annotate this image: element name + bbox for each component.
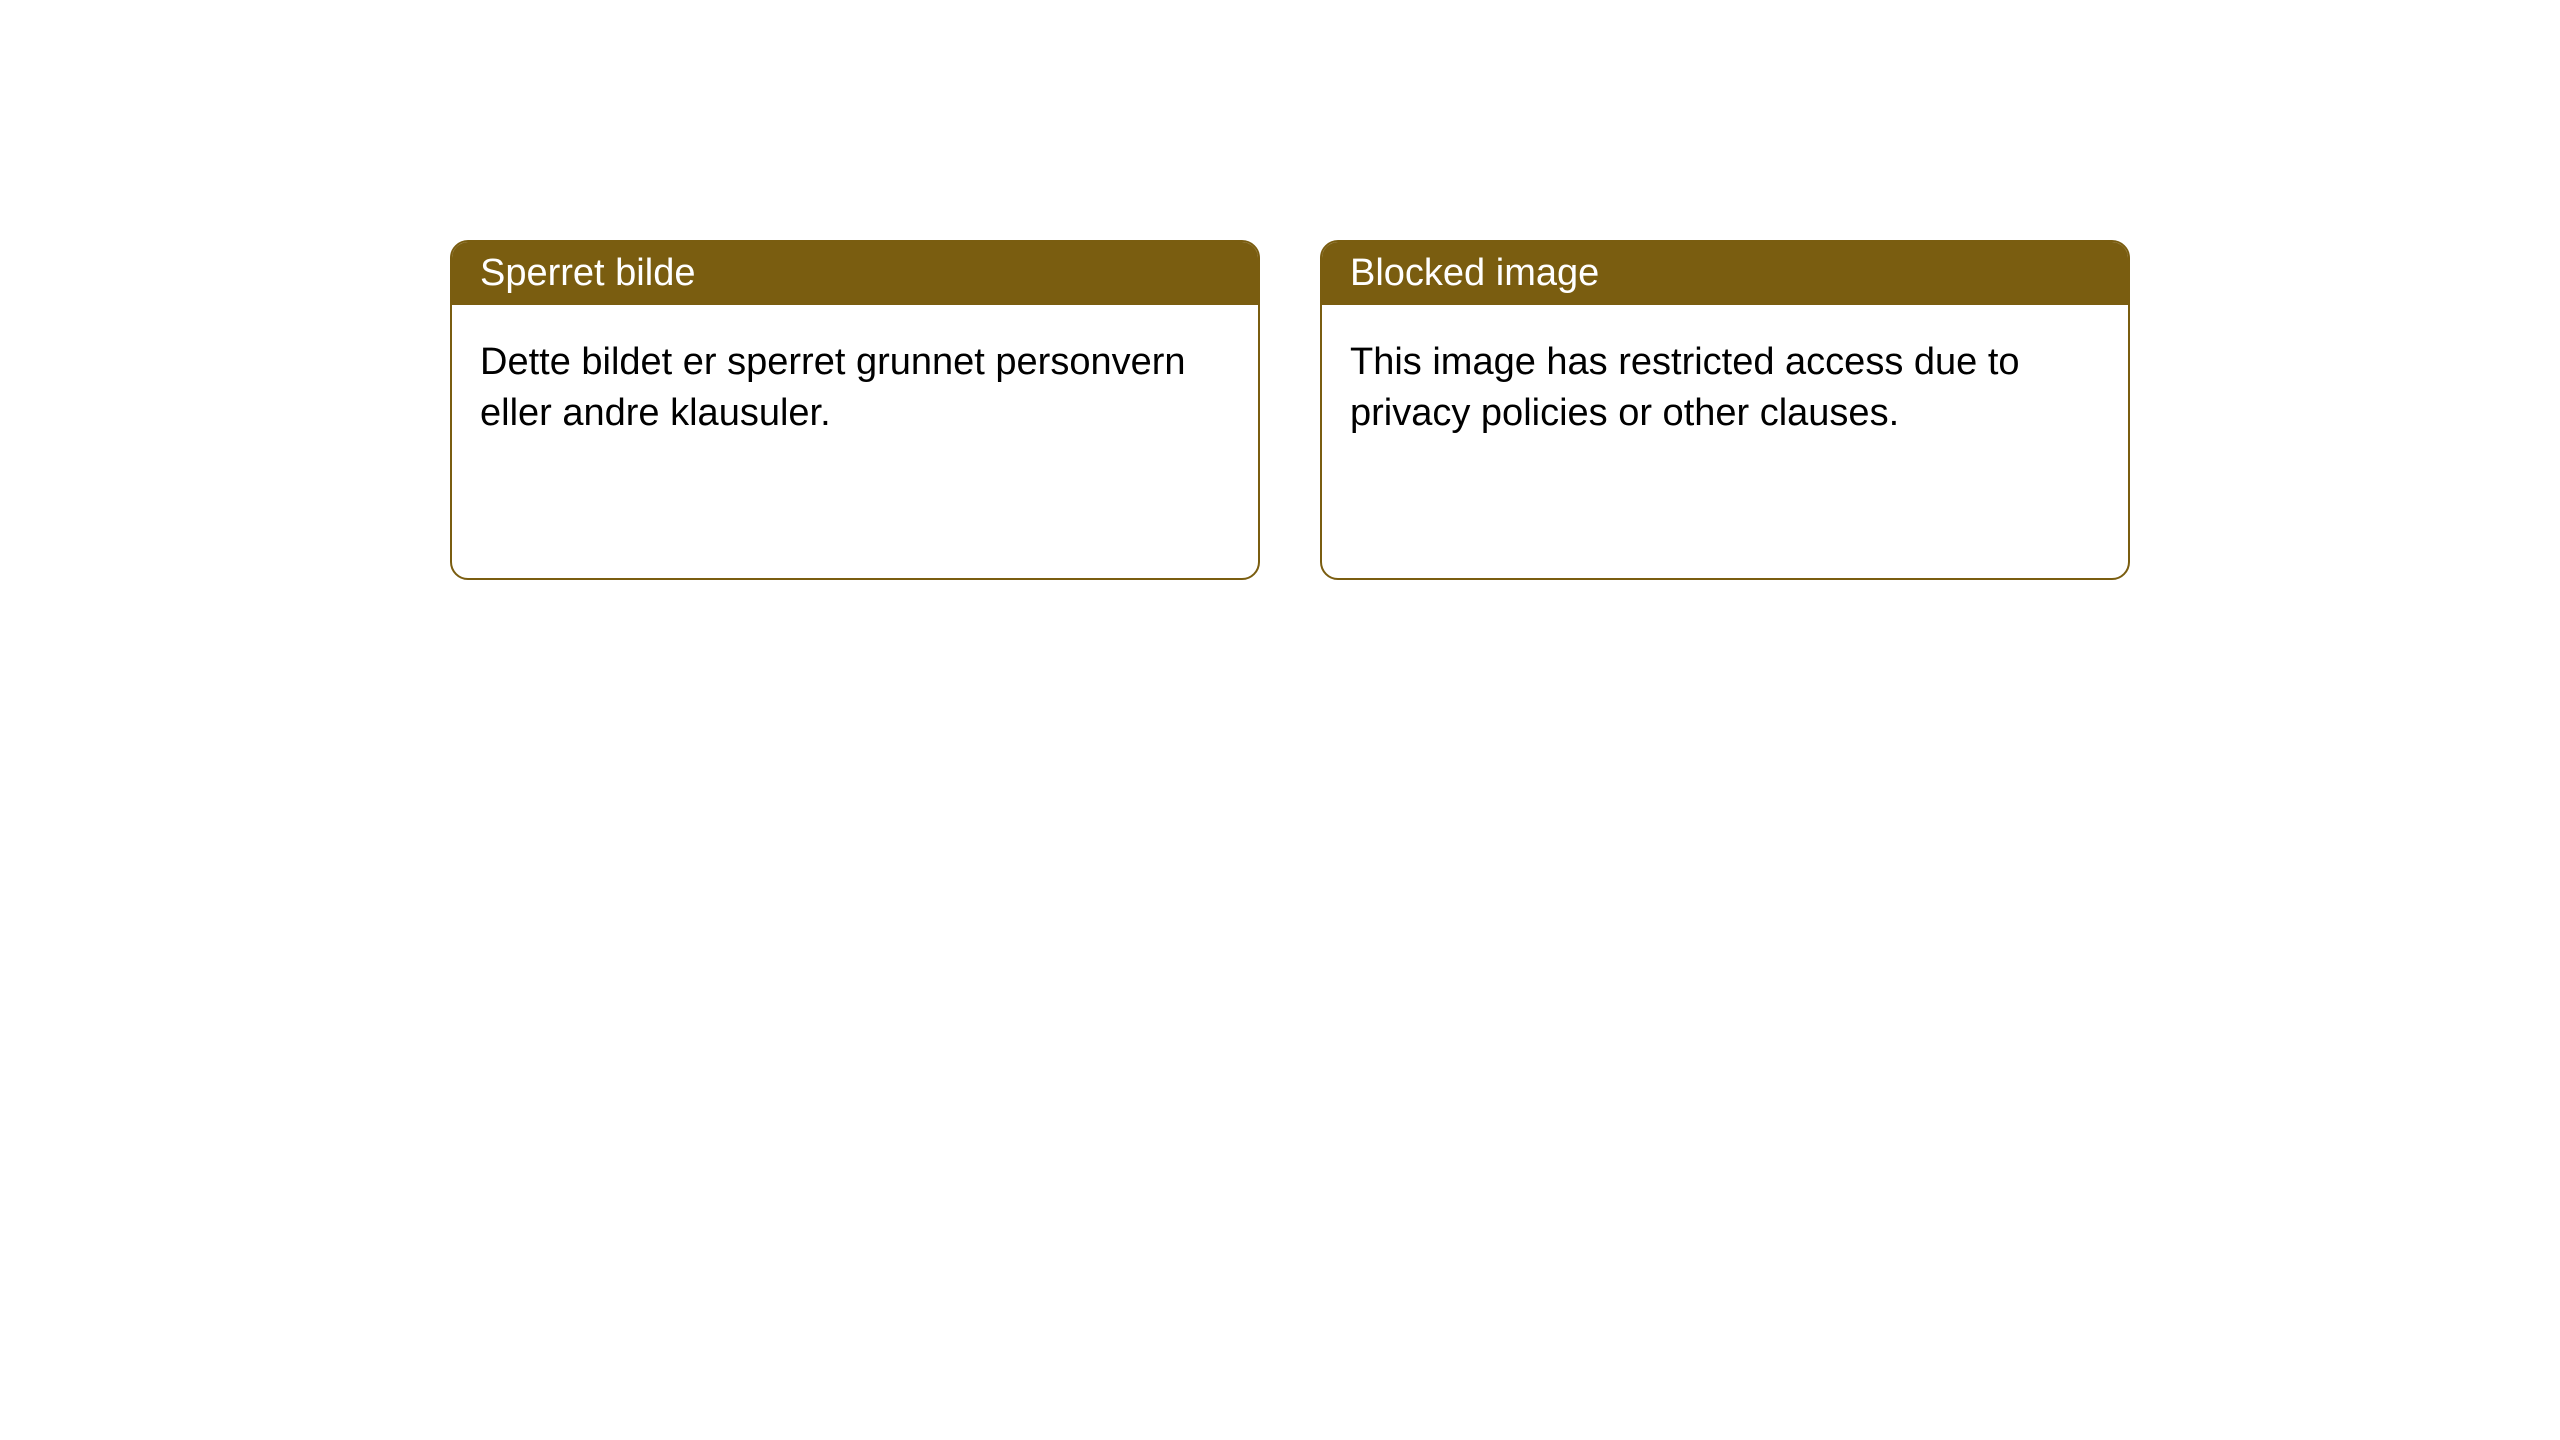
notice-card-norwegian: Sperret bilde Dette bildet er sperret gr… [450, 240, 1260, 580]
notice-body: Dette bildet er sperret grunnet personve… [452, 305, 1258, 472]
notice-body: This image has restricted access due to … [1322, 305, 2128, 472]
notice-header: Blocked image [1322, 242, 2128, 305]
notice-container: Sperret bilde Dette bildet er sperret gr… [0, 0, 2560, 580]
notice-header: Sperret bilde [452, 242, 1258, 305]
notice-body-text: Dette bildet er sperret grunnet personve… [480, 341, 1186, 434]
notice-title: Blocked image [1350, 252, 1599, 294]
notice-title: Sperret bilde [480, 252, 695, 294]
notice-body-text: This image has restricted access due to … [1350, 341, 2020, 434]
notice-card-english: Blocked image This image has restricted … [1320, 240, 2130, 580]
